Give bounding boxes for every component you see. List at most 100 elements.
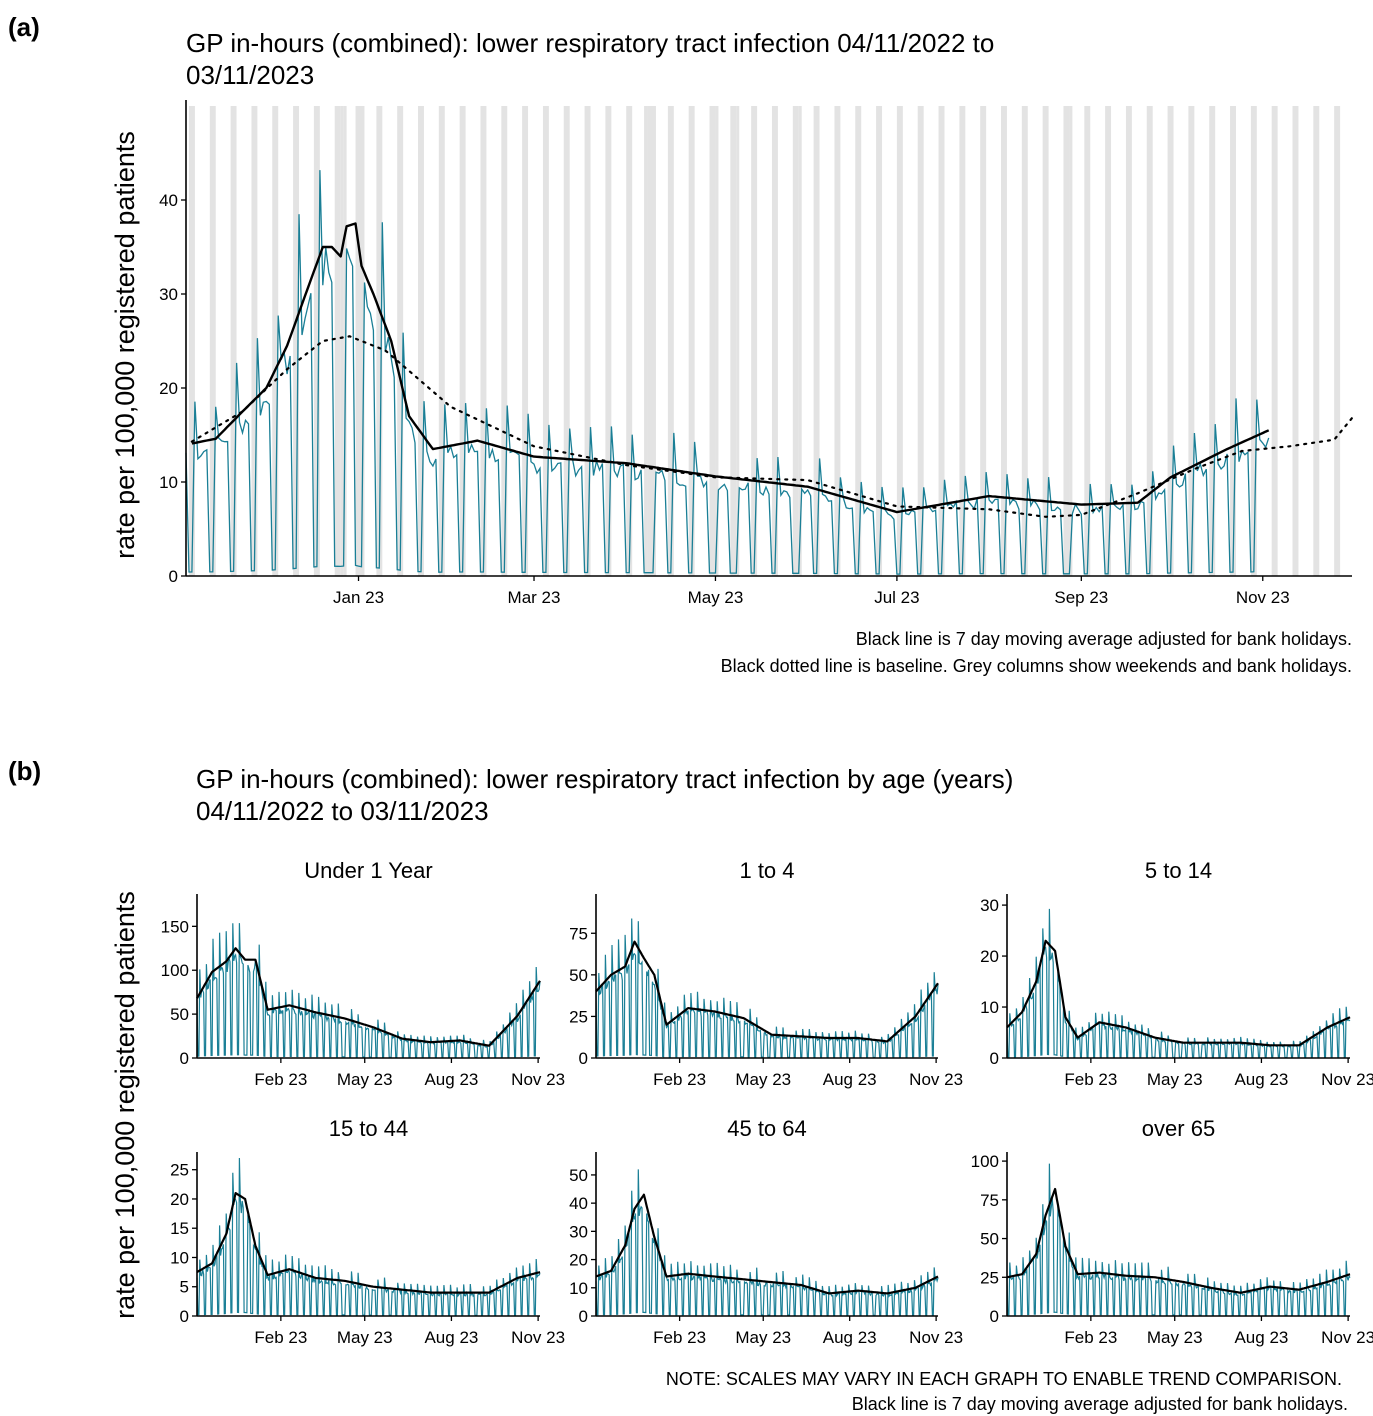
x-tick-label: Nov 23 [909, 1070, 963, 1089]
weekend-column [959, 106, 966, 576]
weekend-column [397, 106, 404, 576]
panel-a-y-axis-label: rate per 100,000 registered patients [110, 131, 140, 559]
weekend-column [1125, 106, 1132, 576]
daily-rate-line [1006, 1163, 1351, 1316]
weekend-column [715, 106, 719, 576]
weekend-column [1069, 106, 1073, 576]
weekend-column [1021, 106, 1028, 576]
weekend-column [1084, 106, 1091, 576]
x-tick-label: Aug 23 [823, 1070, 877, 1089]
x-tick-label: Aug 23 [1234, 1070, 1288, 1089]
weekend-column [1334, 106, 1341, 576]
y-tick-label: 100 [971, 1152, 999, 1171]
weekend-column [1250, 106, 1257, 576]
y-tick-label: 50 [170, 1005, 189, 1024]
weekend-column [1105, 106, 1112, 576]
weekend-column [1230, 106, 1236, 576]
x-tick-label: Nov 23 [909, 1328, 963, 1347]
x-tick-label: Aug 23 [424, 1328, 478, 1347]
y-tick-label: 10 [569, 1279, 588, 1298]
panel-b-title-line1: GP in-hours (combined): lower respirator… [196, 764, 1013, 794]
facet-1-to-4: 1 to 4 0 25 50 75 Feb 23 May 23 Aug 23 Nov 23 [569, 858, 963, 1089]
x-tick-label: Jul 23 [874, 588, 919, 607]
weekend-column [340, 106, 344, 576]
weekend-column [644, 106, 648, 576]
daily-rate-line [1006, 908, 1351, 1059]
weekend-column [855, 106, 862, 576]
weekend-column [480, 106, 487, 576]
x-tick-label: Nov 23 [1321, 1328, 1373, 1347]
weekend-column [730, 106, 737, 576]
y-tick-label: 75 [980, 1191, 999, 1210]
daily-rate-line [595, 918, 939, 1059]
y-tick-label: 10 [980, 998, 999, 1017]
y-tick-label: 40 [159, 191, 178, 210]
weekend-column [584, 106, 591, 576]
y-tick-label: 20 [159, 379, 178, 398]
y-tick-label: 20 [980, 947, 999, 966]
moving-average-line [595, 940, 939, 1043]
weekend-columns [188, 106, 1341, 576]
weekend-column [1063, 106, 1070, 576]
weekend-column [188, 106, 195, 576]
weekend-column [376, 106, 383, 576]
weekend-column [938, 106, 945, 576]
y-tick-label: 50 [569, 966, 588, 985]
y-tick-label: 50 [980, 1230, 999, 1249]
weekend-column [501, 106, 508, 576]
panel-b-note-line1: NOTE: SCALES MAY VARY IN EACH GRAPH TO E… [666, 1369, 1342, 1389]
y-tick-label: 0 [180, 1307, 189, 1326]
moving-average-line [191, 222, 1270, 514]
chart-a: 0 10 20 30 40 Jan 23 Mar 23 May 23 Jul 23 Sep 23 N… [159, 100, 1354, 607]
x-tick-label: Feb 23 [1064, 1070, 1117, 1089]
x-tick-label: May 23 [735, 1070, 791, 1089]
weekend-column [1042, 106, 1049, 576]
weekend-column [771, 106, 778, 576]
y-tick-label: 0 [180, 1049, 189, 1068]
weekend-column [563, 106, 570, 576]
moving-average-line [1006, 939, 1351, 1047]
x-tick-label: Feb 23 [1064, 1328, 1117, 1347]
x-tick-label: Sep 23 [1054, 588, 1108, 607]
y-tick-label: 100 [161, 961, 189, 980]
y-tick-label: 20 [569, 1251, 588, 1270]
facet-over-65: over 65 0 25 50 75 100 Feb 23 May 23 Aug 23 Nov 2… [971, 1116, 1373, 1347]
weekend-column [1188, 106, 1195, 576]
x-tick-label: Mar 23 [508, 588, 561, 607]
y-tick-label: 5 [180, 1278, 189, 1297]
daily-rate-line [185, 170, 1270, 575]
facet-title: 45 to 64 [727, 1116, 807, 1141]
y-tick-label: 25 [569, 1007, 588, 1026]
facet-45-to-64: 45 to 64 0 10 20 30 40 50 Feb 23 May 23 Aug 23 Nov… [569, 1116, 963, 1347]
weekend-column [667, 106, 674, 576]
weekend-column [647, 106, 653, 576]
y-tick-label: 15 [170, 1219, 189, 1238]
weekend-column [980, 106, 987, 576]
x-tick-label: May 23 [1147, 1070, 1203, 1089]
x-tick-label: Aug 23 [1234, 1328, 1288, 1347]
y-tick-label: 25 [980, 1268, 999, 1287]
weekend-column [293, 106, 300, 576]
weekend-column [334, 106, 341, 576]
weekend-column [798, 106, 802, 576]
x-tick-label: May 23 [1147, 1328, 1203, 1347]
moving-average-line [196, 947, 541, 1047]
weekend-column [230, 106, 237, 576]
weekend-column [1313, 106, 1320, 576]
weekend-column [1271, 106, 1278, 576]
panel-a-note-line1: Black line is 7 day moving average adjus… [856, 629, 1352, 649]
facet-15-to-44: 15 to 44 0 5 10 15 20 25 Feb 23 May 23 Aug 23 Nov … [170, 1116, 565, 1347]
weekend-column [709, 106, 716, 576]
weekend-column [605, 106, 612, 576]
x-tick-label: Nov 23 [1321, 1070, 1373, 1089]
baseline-dotted-line [190, 335, 1354, 518]
panel-a-title-line1: GP in-hours (combined): lower respirator… [186, 28, 994, 58]
y-tick-label: 75 [569, 924, 588, 943]
weekend-column [813, 106, 820, 576]
daily-rate-line [196, 923, 541, 1059]
x-tick-label: Feb 23 [254, 1070, 307, 1089]
moving-average-line [595, 1193, 939, 1295]
panel-a-title-line2: 03/11/2023 [186, 60, 314, 90]
weekend-column [834, 106, 841, 576]
